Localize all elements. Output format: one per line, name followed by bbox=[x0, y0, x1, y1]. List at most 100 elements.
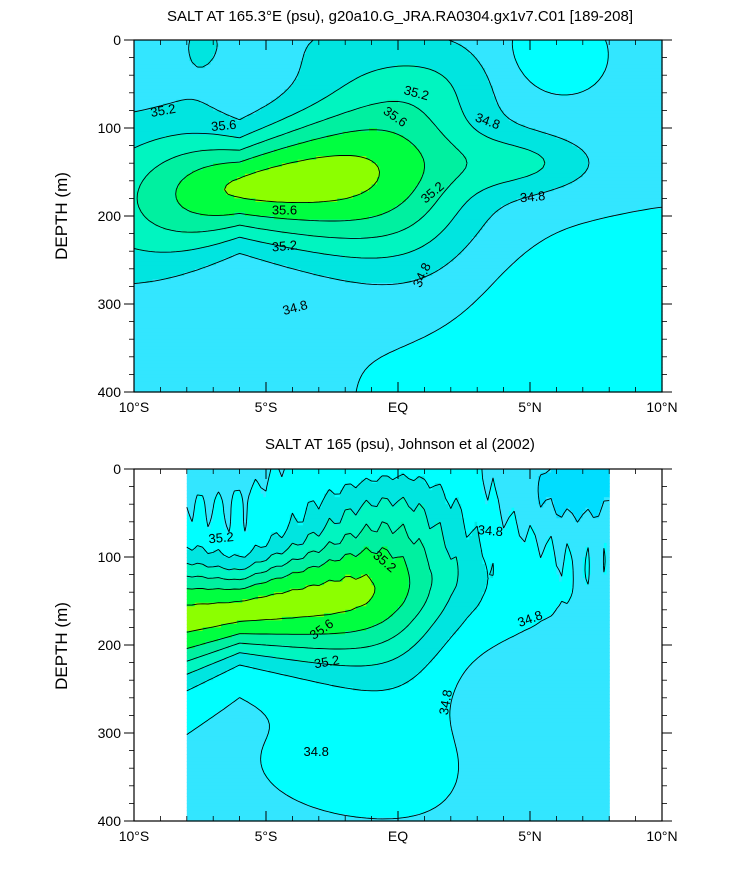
field-cell bbox=[347, 110, 423, 115]
field-cell bbox=[134, 349, 394, 354]
bottom-panel-ylabel: DEPTH (m) bbox=[52, 602, 71, 690]
field-cell bbox=[353, 553, 359, 558]
field-cell bbox=[239, 117, 283, 122]
field-cell bbox=[276, 135, 328, 140]
field-cell bbox=[456, 212, 494, 217]
field-cell bbox=[400, 346, 663, 351]
contour-line bbox=[186, 521, 433, 662]
field-cell bbox=[231, 507, 243, 512]
field-cell bbox=[186, 785, 278, 790]
field-cell bbox=[266, 486, 344, 491]
field-cell bbox=[477, 655, 610, 660]
field-cell bbox=[300, 64, 396, 69]
field-cell bbox=[411, 191, 444, 196]
field-cell bbox=[514, 261, 663, 266]
field-cell bbox=[284, 89, 336, 94]
field-cell bbox=[186, 507, 196, 512]
field-cell bbox=[202, 574, 251, 579]
field-cell bbox=[271, 553, 307, 558]
field-cell bbox=[371, 578, 410, 583]
field-cell bbox=[458, 574, 489, 579]
field-cell bbox=[366, 71, 441, 76]
field-cell bbox=[223, 504, 233, 509]
field-cell bbox=[295, 128, 370, 133]
field-cell bbox=[482, 472, 542, 477]
field-cell bbox=[537, 497, 547, 502]
field-cell bbox=[134, 286, 489, 291]
field-cell bbox=[572, 574, 584, 579]
field-cell bbox=[450, 711, 610, 716]
field-cell bbox=[421, 110, 465, 115]
field-cell bbox=[134, 135, 167, 140]
field-cell bbox=[284, 564, 323, 569]
field-cell bbox=[442, 609, 473, 614]
field-cell bbox=[500, 511, 510, 516]
field-cell bbox=[485, 564, 491, 569]
field-cell bbox=[250, 497, 325, 502]
field-cell bbox=[186, 778, 270, 783]
field-cell bbox=[464, 113, 507, 119]
field-cell bbox=[260, 764, 460, 769]
field-cell bbox=[553, 504, 602, 509]
field-cell bbox=[432, 581, 457, 586]
field-cell bbox=[271, 535, 307, 540]
field-cell bbox=[176, 198, 257, 203]
field-cell bbox=[361, 479, 373, 484]
field-cell bbox=[416, 507, 425, 512]
field-cell bbox=[163, 226, 227, 231]
field-cell bbox=[287, 265, 444, 270]
field-cell bbox=[400, 521, 404, 526]
field-cell bbox=[207, 718, 270, 724]
field-cell bbox=[134, 110, 222, 115]
field-cell bbox=[464, 521, 476, 526]
field-cell bbox=[572, 180, 663, 185]
field-cell bbox=[273, 216, 370, 221]
field-cell bbox=[588, 553, 605, 558]
field-cell bbox=[186, 761, 262, 766]
field-cell bbox=[432, 574, 460, 579]
field-cell bbox=[136, 247, 193, 252]
field-cell bbox=[279, 469, 286, 474]
bottom-contour-labels: 35.235.234.835.6 34.835.234.834.8 bbox=[208, 522, 545, 759]
field-cell bbox=[434, 237, 473, 242]
field-cell bbox=[450, 697, 610, 702]
field-cell bbox=[379, 549, 389, 555]
field-cell bbox=[545, 159, 589, 164]
field-cell bbox=[390, 637, 420, 643]
field-cell bbox=[519, 528, 528, 533]
field-cell bbox=[440, 613, 470, 618]
field-cell bbox=[493, 212, 621, 217]
field-cell bbox=[273, 655, 399, 660]
field-cell bbox=[445, 226, 484, 231]
field-cell bbox=[329, 662, 378, 667]
field-cell bbox=[603, 553, 608, 558]
field-cell bbox=[485, 289, 663, 295]
field-cell bbox=[500, 514, 510, 519]
field-cell bbox=[458, 578, 489, 583]
field-cell bbox=[186, 662, 212, 667]
field-cell bbox=[308, 233, 389, 238]
field-cell bbox=[482, 187, 555, 192]
field-cell bbox=[324, 581, 373, 586]
field-cell bbox=[596, 82, 663, 87]
field-cell bbox=[134, 117, 238, 122]
field-cell bbox=[408, 588, 431, 593]
field-cell bbox=[213, 676, 301, 681]
field-cell bbox=[458, 768, 610, 773]
field-cell bbox=[205, 265, 288, 270]
field-cell bbox=[355, 606, 399, 611]
field-cell bbox=[345, 507, 352, 512]
field-cell bbox=[408, 476, 418, 481]
field-cell bbox=[535, 128, 663, 133]
field-cell bbox=[456, 145, 521, 150]
field-cell bbox=[437, 128, 476, 133]
field-cell bbox=[530, 149, 584, 154]
field-cell bbox=[427, 599, 449, 604]
field-cell bbox=[479, 131, 547, 136]
field-cell bbox=[535, 535, 550, 540]
field-cell bbox=[566, 138, 663, 143]
field-cell bbox=[564, 557, 573, 562]
field-cell bbox=[271, 782, 457, 787]
field-cell bbox=[186, 718, 209, 724]
field-cell bbox=[458, 103, 499, 108]
